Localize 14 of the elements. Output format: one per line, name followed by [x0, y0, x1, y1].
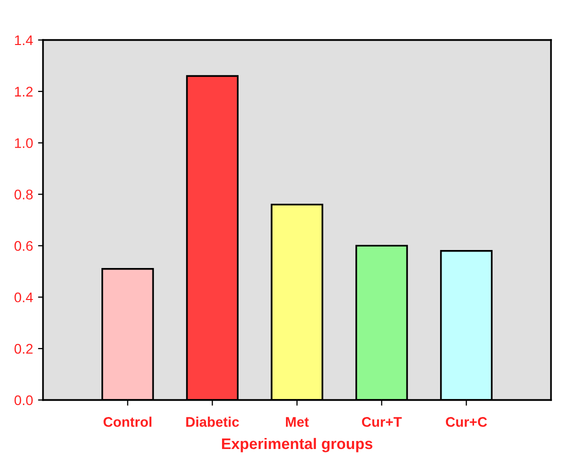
x-tick-label: Met — [286, 417, 309, 427]
x-tick-label: Cur+C — [446, 417, 487, 427]
x-tick-label: Diabetic — [186, 416, 239, 427]
y-tick-label: 1.0 — [15, 138, 33, 148]
y-tick-label: 0.0 — [14, 395, 33, 406]
x-tick-label: Cur+T — [362, 417, 402, 427]
x-tick-label: Control — [104, 416, 152, 427]
y-tick-label: 1.4 — [15, 35, 33, 46]
y-tick-label: 0.6 — [14, 241, 33, 251]
y-tick-label: 1.2 — [15, 86, 33, 96]
x-axis-title: Experimental groups — [222, 438, 372, 452]
y-tick-label: 0.8 — [14, 190, 33, 200]
y-tick-label: 0.4 — [14, 292, 33, 302]
y-tick-label: 0.2 — [14, 344, 33, 354]
